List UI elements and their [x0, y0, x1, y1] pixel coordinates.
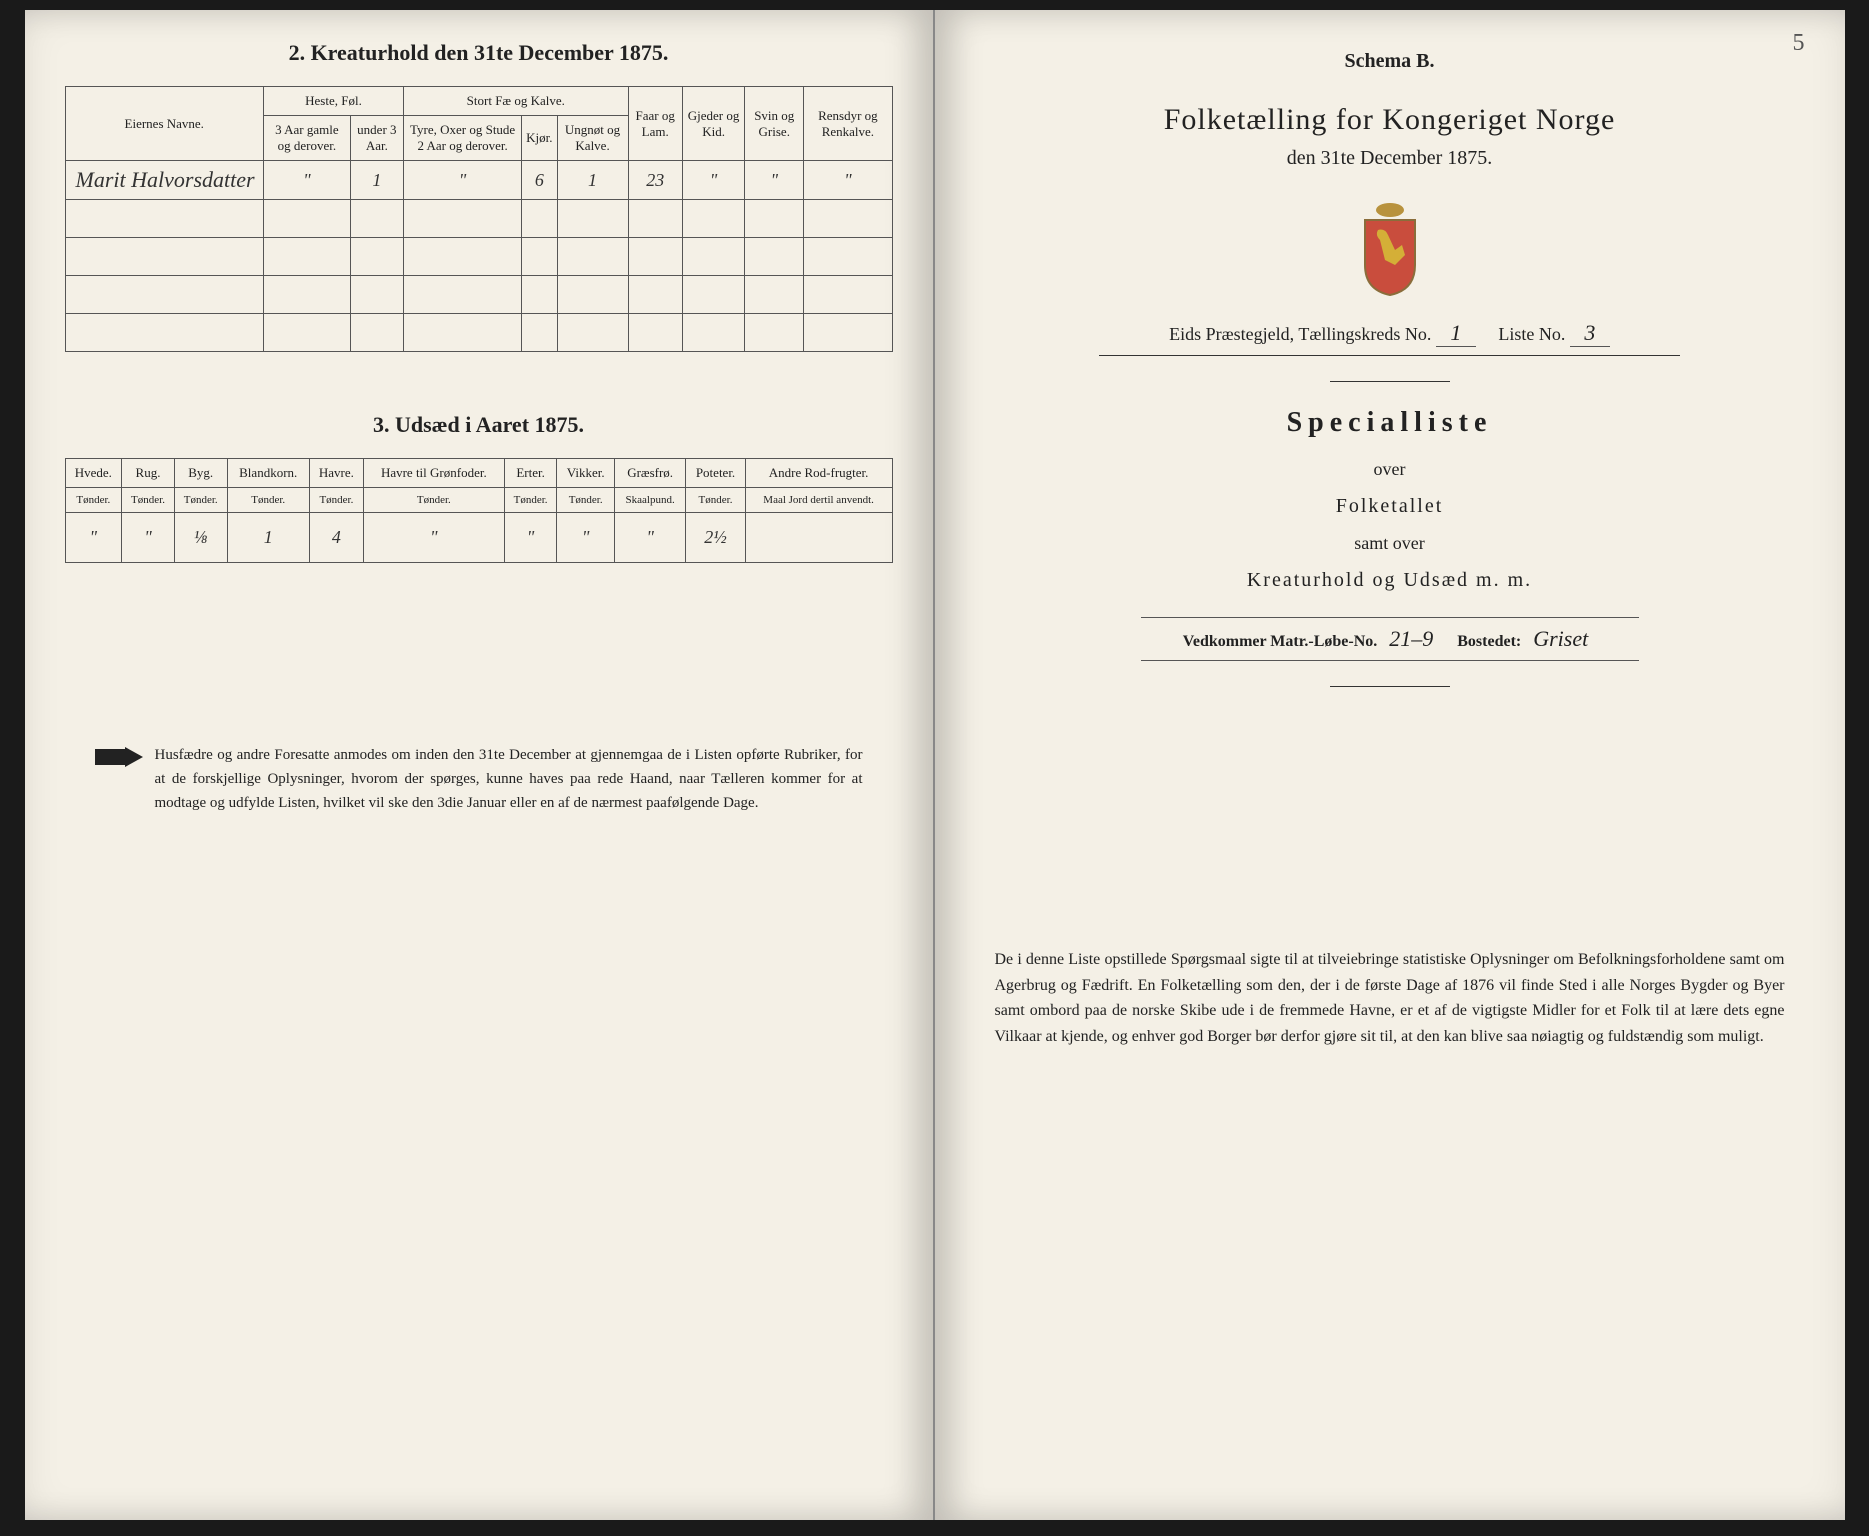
cell: " [504, 513, 557, 563]
matr-no: 21–9 [1381, 626, 1441, 652]
col-pigs: Svin og Grise. [745, 87, 804, 161]
col: Andre Rod-frugter. [745, 459, 892, 488]
cell: " [404, 161, 522, 200]
cell [745, 513, 892, 563]
col: Poteter. [686, 459, 745, 488]
cell: 1 [350, 161, 403, 200]
col: Hvede. [65, 459, 122, 488]
table-row [65, 314, 892, 352]
col: Rug. [122, 459, 175, 488]
col: Græsfrø. [614, 459, 685, 488]
unit: Skaalpund. [614, 488, 685, 513]
left-page: 2. Kreaturhold den 31te December 1875. E… [25, 10, 935, 1520]
unit: Maal Jord dertil anvendt. [745, 488, 892, 513]
bostedet-label: Bostedet: [1457, 633, 1521, 650]
col-h2: under 3 Aar. [350, 116, 403, 161]
footnote-text: Husfædre og andre Foresatte anmodes om i… [155, 747, 863, 811]
table-row [65, 238, 892, 276]
cell: 6 [522, 161, 557, 200]
liste-label: Liste No. [1498, 324, 1565, 344]
liste-no: 3 [1570, 320, 1610, 347]
district-line: Eids Præstegjeld, Tællingskreds No. 1 Li… [1099, 320, 1680, 356]
cell: " [804, 161, 892, 200]
unit: Tønder. [227, 488, 309, 513]
unit: Tønder. [65, 488, 122, 513]
cell: " [745, 161, 804, 200]
coat-of-arms-icon [1350, 200, 1430, 300]
col: Havre til Grønfoder. [363, 459, 504, 488]
col-goats: Gjeder og Kid. [682, 87, 744, 161]
over-text: over [975, 459, 1805, 480]
divider [1330, 686, 1450, 687]
right-page: 5 Schema B. Folketælling for Kongeriget … [935, 10, 1845, 1520]
unit: Tønder. [174, 488, 227, 513]
matr-line: Vedkommer Matr.-Løbe-No. 21–9 Bostedet: … [1141, 617, 1639, 661]
unit: Tønder. [363, 488, 504, 513]
unit: Tønder. [504, 488, 557, 513]
cell: " [263, 161, 350, 200]
cell: " [122, 513, 175, 563]
seed-data-row: " " ⅛ 1 4 " " " " 2½ [65, 513, 892, 563]
col-h1: 3 Aar gamle og derover. [263, 116, 350, 161]
cell: 4 [309, 513, 363, 563]
col: Byg. [174, 459, 227, 488]
col-c3: Ungnøt og Kalve. [557, 116, 628, 161]
cell: 1 [557, 161, 628, 200]
cell: " [363, 513, 504, 563]
divider [1330, 381, 1450, 382]
date-subtitle: den 31te December 1875. [975, 147, 1805, 170]
page-number: 5 [1793, 30, 1805, 57]
body-paragraph: De i denne Liste opstillede Spørgsmaal s… [975, 947, 1805, 1049]
footnote: Husfædre og andre Foresatte anmodes om i… [65, 743, 893, 815]
group-horses: Heste, Føl. [263, 87, 403, 116]
district-prefix: Eids Præstegjeld, Tællingskreds No. [1169, 324, 1431, 344]
cell: " [614, 513, 685, 563]
specialliste-title: Specialliste [975, 407, 1805, 439]
unit: Tønder. [122, 488, 175, 513]
col-c2: Kjør. [522, 116, 557, 161]
seed-header-row: Hvede. Rug. Byg. Blandkorn. Havre. Havre… [65, 459, 892, 488]
book-spread: 2. Kreaturhold den 31te December 1875. E… [25, 10, 1845, 1520]
col: Vikker. [557, 459, 615, 488]
schema-label: Schema B. [975, 50, 1805, 73]
col: Erter. [504, 459, 557, 488]
seed-units-row: Tønder. Tønder. Tønder. Tønder. Tønder. … [65, 488, 892, 513]
folketallet-text: Folketallet [975, 495, 1805, 518]
owner-name: Marit Halvorsdatter [65, 161, 263, 200]
seed-table: Hvede. Rug. Byg. Blandkorn. Havre. Havre… [65, 458, 893, 563]
table-row [65, 200, 892, 238]
cell: 1 [227, 513, 309, 563]
group-cattle: Stort Fæ og Kalve. [404, 87, 629, 116]
cell: ⅛ [174, 513, 227, 563]
bostedet-value: Griset [1525, 626, 1596, 652]
col: Havre. [309, 459, 363, 488]
col-owners: Eiernes Navne. [65, 87, 263, 161]
table-row: Marit Halvorsdatter " 1 " 6 1 23 " " " [65, 161, 892, 200]
col-sheep: Faar og Lam. [628, 87, 682, 161]
unit: Tønder. [309, 488, 363, 513]
pointing-hand-icon [95, 745, 143, 769]
matr-label: Vedkommer Matr.-Løbe-No. [1183, 633, 1378, 650]
cell: " [557, 513, 615, 563]
section2-title: 2. Kreaturhold den 31te December 1875. [65, 40, 893, 66]
cell: 2½ [686, 513, 745, 563]
kreaturhold-text: Kreaturhold og Udsæd m. m. [975, 569, 1805, 592]
main-title: Folketælling for Kongeriget Norge [975, 103, 1805, 137]
livestock-table: Eiernes Navne. Heste, Føl. Stort Fæ og K… [65, 86, 893, 352]
col: Blandkorn. [227, 459, 309, 488]
unit: Tønder. [557, 488, 615, 513]
district-no: 1 [1436, 320, 1476, 347]
cell: " [682, 161, 744, 200]
samt-over-text: samt over [975, 533, 1805, 554]
table-row [65, 276, 892, 314]
col-reindeer: Rensdyr og Renkalve. [804, 87, 892, 161]
unit: Tønder. [686, 488, 745, 513]
cell: 23 [628, 161, 682, 200]
col-c1: Tyre, Oxer og Stude 2 Aar og derover. [404, 116, 522, 161]
cell: " [65, 513, 122, 563]
section3-title: 3. Udsæd i Aaret 1875. [65, 412, 893, 438]
